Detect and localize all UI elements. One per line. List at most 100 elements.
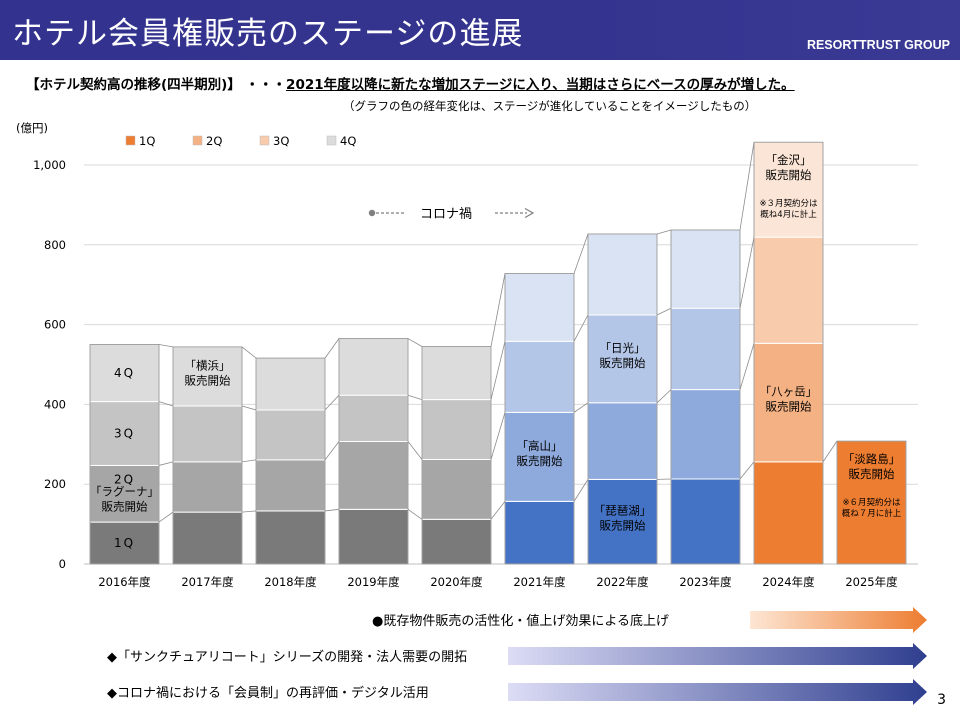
- bar-outline: [421, 346, 492, 565]
- bar-2020年度-1Q: [421, 518, 492, 565]
- connector-line: [158, 344, 174, 348]
- connector-line: [324, 441, 340, 461]
- connector-line: [822, 440, 838, 463]
- bar-2024年度-3Q: [753, 236, 824, 344]
- bar-2018年度-4Q: [255, 357, 326, 411]
- bar-2022年度-4Q: [587, 233, 658, 316]
- connector-line: [407, 338, 423, 347]
- y-tick-label: 200: [44, 477, 66, 491]
- headline: 【ホテル契約高の推移(四半期別)】 ・・・2021年度以降に新たな増加ステージに…: [26, 73, 795, 93]
- annotation-note: 概ね4月に計上: [760, 209, 817, 220]
- connector-line: [490, 273, 506, 347]
- annotation-text: 販売開始: [185, 373, 231, 387]
- connector-line: [490, 501, 506, 520]
- annotation-text: 販売開始: [102, 499, 148, 513]
- annotation-note: ※３月契約分は: [759, 198, 818, 209]
- bar-2020年度-2Q: [421, 458, 492, 520]
- annotation-text: 「八ヶ岳」: [760, 385, 818, 399]
- sub-note: （グラフの色の経年変化は、ステージが進化していることをイメージしたもの）: [343, 99, 757, 113]
- page-number: 3: [937, 692, 946, 708]
- bar-2017年度-1Q: [172, 511, 243, 565]
- connector-line: [241, 459, 257, 463]
- connector-line: [158, 511, 174, 523]
- annotation-text: 「日光」: [600, 341, 646, 355]
- connector-line: [324, 394, 340, 411]
- bar-outline: [338, 338, 409, 565]
- connector-line: [407, 509, 423, 520]
- annotation-note: 概ね７月に計上: [842, 508, 902, 519]
- bar-outline: [255, 357, 326, 565]
- connector-line: [739, 343, 755, 390]
- x-tick-label: 2023年度: [679, 575, 732, 589]
- legend-label-4Q: 4Q: [340, 134, 356, 148]
- connector-line: [573, 233, 589, 274]
- bar-2024年度-2Q: [753, 342, 824, 463]
- bar-2019年度-4Q: [338, 338, 409, 396]
- segment-label: 4Q: [114, 366, 135, 380]
- connector-line: [324, 508, 340, 512]
- x-tick-label: 2025年度: [845, 575, 898, 589]
- legend-swatch-4Q: [326, 135, 337, 146]
- bar-outline: [753, 141, 824, 565]
- y-tick-label: 1,000: [33, 158, 66, 172]
- y-axis-unit: (億円): [16, 121, 48, 135]
- x-tick-label: 2019年度: [347, 575, 400, 589]
- bar-2021年度-1Q: [504, 500, 575, 565]
- segment-label: 2Q: [114, 472, 135, 486]
- connector-line: [241, 510, 257, 513]
- bar-outline: [89, 344, 160, 565]
- connector-line: [241, 405, 257, 411]
- x-tick-label: 2020年度: [430, 575, 483, 589]
- headline-emphasis: 2021年度以降に新たな増加ステージに入り、当期はさらにベースの厚みが増した。: [286, 77, 795, 93]
- bar-2021年度-3Q: [504, 340, 575, 413]
- bar-2020年度-3Q: [421, 399, 492, 460]
- segment-label: 1Q: [114, 536, 135, 550]
- trend-arrow-2: [508, 643, 927, 669]
- annotation-text: 販売開始: [600, 356, 646, 370]
- legend-label-3Q: 3Q: [273, 134, 289, 148]
- trend-arrow-3: [508, 679, 927, 705]
- annotation-note: ※６月契約分は: [842, 497, 901, 508]
- connector-line: [573, 479, 589, 502]
- connector-line: [324, 338, 340, 359]
- connector-line: [490, 412, 506, 460]
- bar-2019年度-1Q: [338, 508, 409, 565]
- x-tick-label: 2017年度: [181, 575, 234, 589]
- bar-outline: [836, 440, 907, 565]
- bar-2024年度-1Q: [753, 461, 824, 565]
- y-tick-label: 800: [44, 238, 66, 252]
- y-tick-label: 0: [59, 557, 66, 571]
- connector-line: [656, 307, 672, 316]
- bar-2023年度-4Q: [670, 229, 741, 309]
- trend-arrow-label: ●既存物件販売の活性化・値上げ効果による底上げ: [372, 613, 669, 629]
- annotation-text: 販売開始: [766, 168, 812, 182]
- y-tick-label: 400: [44, 397, 66, 411]
- annotation-text: 販売開始: [766, 400, 812, 414]
- bar-2023年度-1Q: [670, 478, 741, 565]
- annotation-text: 「金沢」: [766, 153, 812, 167]
- connector-line: [739, 237, 755, 309]
- bar-2021年度-4Q: [504, 272, 575, 342]
- bar-2017年度-3Q: [172, 405, 243, 463]
- covid-start-dot: [368, 209, 376, 217]
- x-tick-label: 2021年度: [513, 575, 566, 589]
- x-tick-label: 2022年度: [596, 575, 649, 589]
- connector-line: [573, 314, 589, 342]
- annotation-text: 「高山」: [517, 439, 563, 453]
- legend-swatch-2Q: [192, 135, 203, 146]
- y-tick-label: 600: [44, 318, 66, 332]
- annotation-text: 販売開始: [849, 467, 895, 481]
- bar-2024年度-4Q: [753, 141, 824, 238]
- x-tick-label: 2016年度: [98, 575, 151, 589]
- bar-2019年度-3Q: [338, 394, 409, 442]
- connector-line: [490, 341, 506, 400]
- bar-outline: [670, 229, 741, 565]
- trend-arrow-label: ◆コロナ禍における「会員制」の再評価・デジタル活用: [107, 685, 429, 701]
- annotation-text: 「横浜」: [185, 358, 231, 372]
- page-title: ホテル会員権販売のステージの進展: [12, 16, 524, 52]
- annotation-text: 販売開始: [600, 519, 646, 533]
- legend-label-1Q: 1Q: [139, 134, 155, 148]
- trend-arrow-label: ◆「サンクチュアリコート」シリーズの開発・法人需要の開拓: [107, 649, 467, 665]
- bar-2019年度-2Q: [338, 440, 409, 510]
